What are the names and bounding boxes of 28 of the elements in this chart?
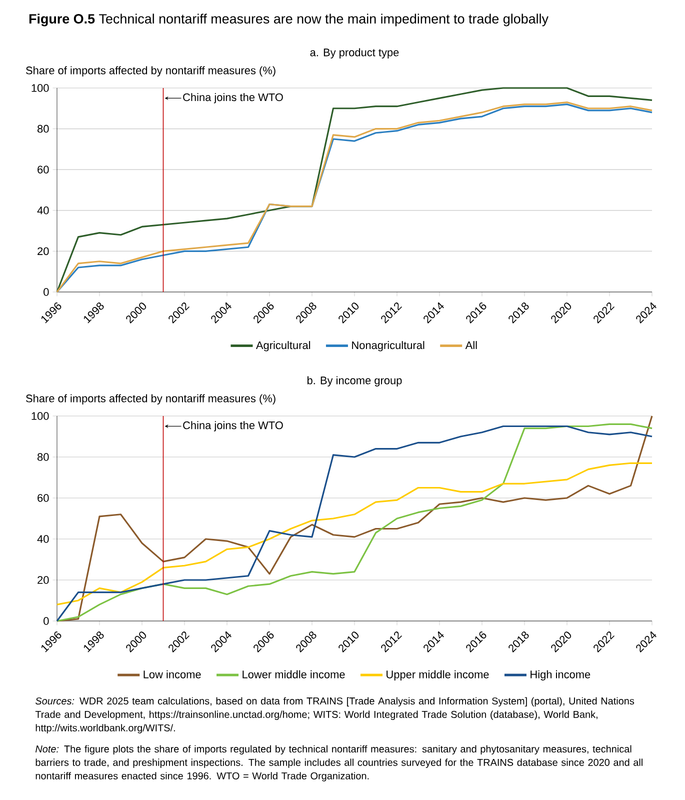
y-tick-label: 0 xyxy=(44,617,49,625)
y-tick-label: 20 xyxy=(38,576,49,584)
y-tick-label: 40 xyxy=(37,206,49,214)
y-axis-title: Share of imports affected by nontariff measures (%) xyxy=(26,394,276,404)
y-tick-label: 80 xyxy=(38,124,49,133)
y-tick-label: 100 xyxy=(32,84,49,92)
y-tick-label: 80 xyxy=(38,453,49,461)
y-tick-label: 40 xyxy=(37,535,49,543)
y-tick-label: 20 xyxy=(38,247,49,256)
y-axis-title: Share of imports affected by nontariff measures (%) xyxy=(26,66,276,76)
legend-label: All xyxy=(465,341,477,349)
chart-subtitle: a. By product type xyxy=(310,48,399,58)
y-tick-label: 60 xyxy=(38,494,49,502)
legend-label: Agricultural xyxy=(256,341,310,352)
legend-label: Upper middle income xyxy=(386,670,489,680)
text: Note: The figure plots the share of imports regulated by technical nontariff measures: sanitary and phytosanitary measures, technical barriers to trade, and preshipment inspections. The sample includes all countries surveyed for the TRAINS database since 2020 and all nontariff measures enacted since 1996. WTO = World Trade Organization. xyxy=(36,745,642,782)
chart-subtitle: b. By income group xyxy=(307,376,402,386)
y-tick-label: 100 xyxy=(32,412,49,420)
ref-line-label: China joins the WTO xyxy=(183,421,283,432)
legend-label: High income xyxy=(530,670,590,680)
legend-label: Low income xyxy=(144,670,201,678)
legend-label: Nonagricultural xyxy=(352,341,424,352)
legend-label: Lower middle income xyxy=(242,670,345,678)
y-tick-label: 60 xyxy=(38,166,49,174)
text: Sources: WDR 2025 team calculations, based on data from TRAINS [Trade Analysis and Information System] (portal), United Nations Trade and Development, https://trainsonline.unctad.org/home; WITS: World Integrated Trade Solution (database), World Bank, http://wits.worldbank.org/WITS/. xyxy=(35,697,634,734)
ref-line-label: China joins the WTO xyxy=(183,93,283,104)
y-tick-label: 0 xyxy=(44,288,49,296)
chart-title: Figure O.5 Technical nontariff measures are now the main impediment to trade globally xyxy=(29,14,548,26)
